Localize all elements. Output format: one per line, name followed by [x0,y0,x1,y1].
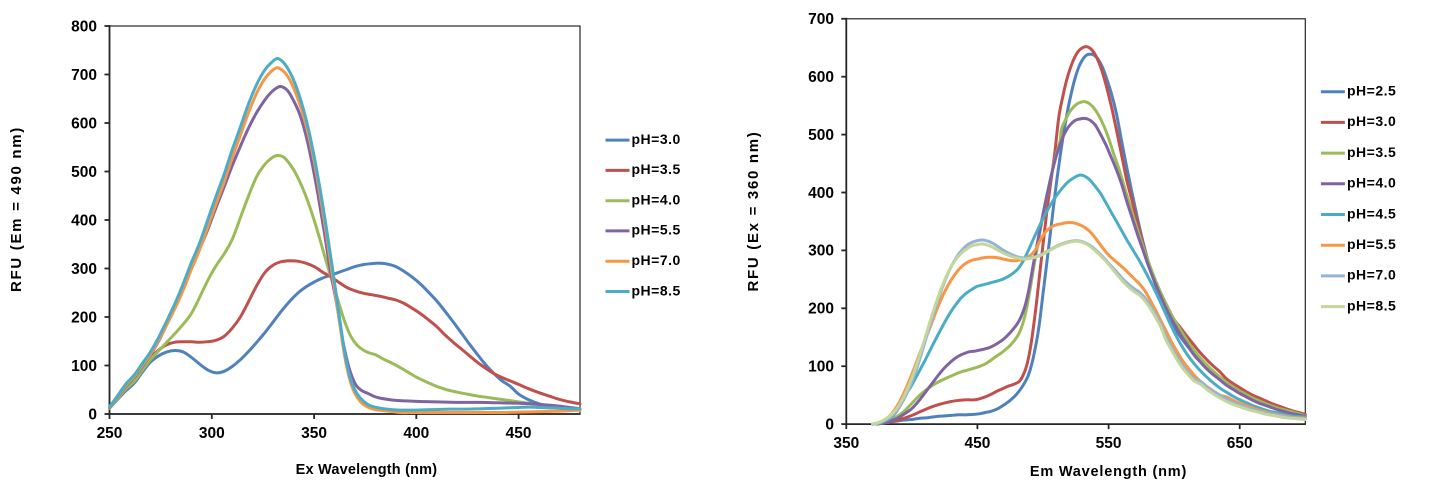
svg-text:pH=3.0: pH=3.0 [1347,113,1396,129]
svg-text:pH=4.0: pH=4.0 [1347,175,1396,191]
svg-text:200: 200 [71,309,97,326]
svg-text:RFU (Ex = 360 nm): RFU (Ex = 360 nm) [745,130,762,291]
svg-text:pH=3.5: pH=3.5 [1347,144,1396,160]
svg-text:Ex Wavelength (nm): Ex Wavelength (nm) [296,462,438,478]
svg-text:300: 300 [199,425,225,442]
svg-text:pH=4.0: pH=4.0 [632,192,681,208]
svg-text:350: 350 [301,425,327,442]
svg-text:0: 0 [825,416,834,433]
svg-text:550: 550 [1096,435,1122,452]
svg-text:pH=5.5: pH=5.5 [1347,236,1396,252]
svg-text:600: 600 [808,69,834,86]
svg-text:400: 400 [808,185,834,202]
svg-text:800: 800 [71,18,97,35]
svg-text:500: 500 [71,164,97,181]
svg-text:300: 300 [71,261,97,278]
svg-text:600: 600 [71,115,97,132]
svg-text:pH=2.5: pH=2.5 [1347,83,1396,99]
svg-text:pH=7.0: pH=7.0 [632,252,681,268]
svg-text:400: 400 [403,425,429,442]
svg-text:pH=4.5: pH=4.5 [1347,205,1396,221]
svg-text:pH=7.0: pH=7.0 [1347,267,1396,283]
svg-text:500: 500 [808,127,834,144]
svg-text:100: 100 [808,359,834,376]
svg-text:pH=5.5: pH=5.5 [632,222,681,238]
svg-text:300: 300 [808,243,834,260]
svg-text:700: 700 [71,67,97,84]
svg-text:250: 250 [97,425,123,442]
svg-text:100: 100 [71,358,97,375]
svg-text:450: 450 [964,435,990,452]
svg-text:pH=8.5: pH=8.5 [1347,297,1396,313]
svg-text:pH=8.5: pH=8.5 [632,282,681,298]
svg-text:0: 0 [88,406,97,423]
svg-text:450: 450 [506,425,532,442]
svg-text:pH=3.5: pH=3.5 [632,161,681,177]
svg-text:200: 200 [808,301,834,318]
svg-text:350: 350 [833,435,859,452]
svg-text:pH=3.0: pH=3.0 [632,131,681,147]
svg-text:Em Wavelength (nm): Em Wavelength (nm) [1030,464,1187,480]
svg-text:400: 400 [71,212,97,229]
svg-text:700: 700 [808,11,834,28]
svg-text:RFU (Em = 490 nm): RFU (Em = 490 nm) [8,126,25,292]
svg-text:650: 650 [1227,435,1253,452]
